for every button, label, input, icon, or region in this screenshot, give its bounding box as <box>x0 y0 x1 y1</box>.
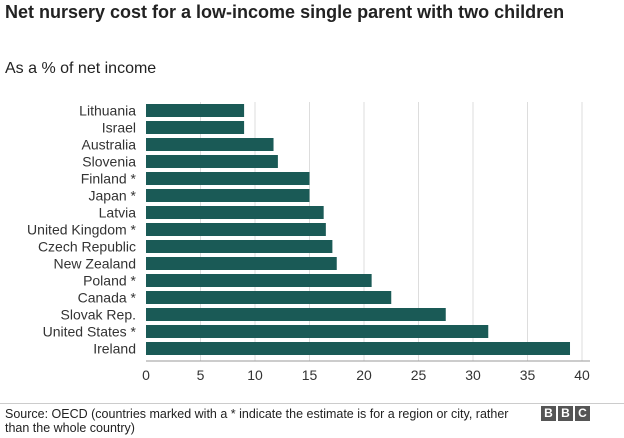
chart-title: Net nursery cost for a low-income single… <box>5 2 565 22</box>
bbc-logo-letter-2: B <box>558 406 573 421</box>
bbc-logo-letter-3: C <box>575 406 590 421</box>
category-label-12: Slovak Rep. <box>61 307 136 323</box>
category-label-0: Lithuania <box>79 103 136 119</box>
x-tick-label-0: 0 <box>142 367 150 383</box>
category-label-7: United Kingdom * <box>27 222 137 238</box>
category-label-8: Czech Republic <box>38 239 136 255</box>
bar-11 <box>146 291 392 304</box>
bar-5 <box>146 189 310 202</box>
category-label-6: Latvia <box>99 205 137 221</box>
x-tick-label-1: 5 <box>197 367 205 383</box>
bar-12 <box>146 308 446 321</box>
bar-4 <box>146 172 310 185</box>
bar-0 <box>146 104 245 117</box>
footer-divider <box>0 403 624 404</box>
bar-13 <box>146 325 489 338</box>
category-label-5: Japan * <box>89 188 137 204</box>
bbc-logo-letter-1: B <box>541 406 556 421</box>
bar-3 <box>146 155 278 168</box>
category-label-9: New Zealand <box>54 256 137 272</box>
bar-7 <box>146 223 326 236</box>
bar-9 <box>146 257 337 270</box>
x-tick-label-7: 35 <box>520 367 536 383</box>
bar-14 <box>146 342 571 355</box>
category-label-11: Canada * <box>78 290 137 306</box>
category-label-14: Ireland <box>93 341 136 357</box>
category-label-3: Slovenia <box>82 154 136 170</box>
source-note: Source: OECD (countries marked with a * … <box>5 407 509 435</box>
x-tick-label-2: 10 <box>247 367 263 383</box>
x-tick-label-6: 30 <box>465 367 481 383</box>
category-label-2: Australia <box>82 137 137 153</box>
bar-2 <box>146 138 274 151</box>
bar-10 <box>146 274 372 287</box>
category-label-10: Poland * <box>83 273 136 289</box>
bar-chart: LithuaniaIsraelAustraliaSloveniaFinland … <box>27 102 590 383</box>
bar-8 <box>146 240 333 253</box>
chart-subtitle: As a % of net income <box>5 60 157 77</box>
x-tick-label-5: 25 <box>411 367 427 383</box>
category-label-13: United States * <box>43 324 137 340</box>
category-label-1: Israel <box>102 120 136 136</box>
bar-1 <box>146 121 245 134</box>
bbc-logo: B B C <box>541 406 590 421</box>
category-label-4: Finland * <box>81 171 137 187</box>
x-tick-label-3: 15 <box>302 367 318 383</box>
x-tick-label-8: 40 <box>574 367 590 383</box>
bar-6 <box>146 206 324 219</box>
x-tick-label-4: 20 <box>356 367 372 383</box>
